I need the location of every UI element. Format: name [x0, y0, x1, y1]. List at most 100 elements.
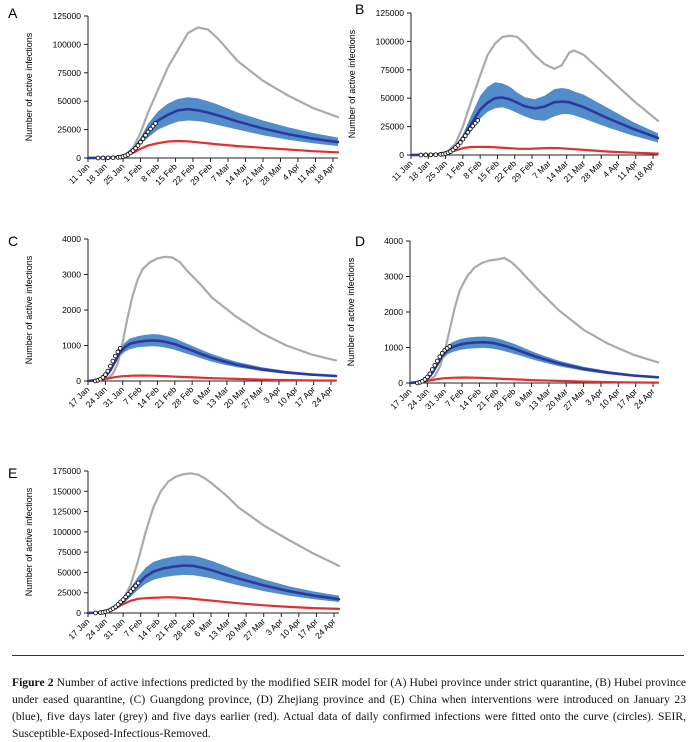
confidence-band — [88, 97, 338, 158]
observed-point — [447, 344, 453, 349]
x-tick-label: 1 Feb — [444, 158, 467, 181]
panel-letter: A — [8, 5, 18, 21]
observed-point — [153, 121, 158, 126]
y-tick-label: 0 — [76, 608, 81, 618]
observed-point — [110, 358, 116, 364]
y-axis-label: Number of active infections — [347, 29, 357, 138]
y-tick-label: 125000 — [53, 11, 82, 21]
y-tick-label: 50000 — [57, 96, 81, 106]
x-tick-label: 1 Feb — [121, 161, 144, 184]
observed-point — [107, 363, 113, 369]
observed-point — [112, 353, 118, 359]
chart-panel-b: B Number of active infections 0 25000 50000 7… — [347, 1, 660, 184]
observed-point — [432, 362, 438, 368]
observed-point — [462, 133, 468, 139]
observed-point — [455, 142, 461, 148]
y-tick-label: 25000 — [57, 588, 81, 598]
y-tick-label: 100000 — [53, 39, 82, 49]
observed-point — [120, 597, 126, 602]
observed-point — [133, 145, 138, 151]
observed-point — [110, 155, 116, 161]
y-tick-label: 3000 — [384, 272, 403, 282]
observed-point — [145, 129, 151, 135]
observed-point — [434, 358, 440, 364]
observed-point — [150, 123, 156, 129]
y-tick-label: 25000 — [57, 125, 81, 135]
y-tick-label: 125000 — [53, 507, 82, 517]
y-tick-label: 0 — [399, 150, 404, 160]
observed-point — [117, 345, 123, 351]
figure-canvas: A Number of active infections 0 25000 50000 7… — [8, 1, 660, 642]
y-tick-label: 4000 — [62, 234, 81, 244]
observed-point — [100, 155, 106, 161]
observed-point — [475, 118, 481, 123]
y-axis-label: Number of active infections — [24, 255, 34, 364]
y-tick-label: 75000 — [380, 65, 404, 75]
observed-point — [433, 152, 439, 158]
observed-point — [100, 375, 106, 380]
y-tick-label: 1000 — [384, 343, 403, 353]
observed-point — [437, 354, 443, 360]
y-tick-label: 100000 — [376, 36, 405, 46]
panel-letter: C — [8, 233, 18, 249]
observed-point — [105, 368, 111, 374]
observed-point — [439, 350, 445, 356]
observed-point — [130, 586, 136, 592]
observed-point — [135, 143, 141, 148]
observed-point — [148, 126, 153, 132]
observed-point — [143, 132, 148, 138]
confidence-band — [88, 555, 339, 613]
y-tick-label: 50000 — [380, 93, 404, 103]
y-tick-label: 150000 — [53, 486, 82, 496]
chart-panel-e: E Number of active infections 0 25000 50000 7… — [8, 465, 341, 642]
observed-point — [133, 583, 139, 589]
x-tick-label: 18 Apr — [632, 158, 657, 183]
series-line-earlier — [86, 374, 338, 383]
observed-point — [138, 139, 143, 145]
y-tick-label: 0 — [398, 378, 403, 388]
series-line-later — [408, 256, 660, 385]
y-tick-label: 2000 — [384, 307, 403, 317]
observed-point — [115, 349, 121, 355]
y-axis-label: Number of active infections — [346, 257, 356, 366]
y-tick-label: 3000 — [62, 270, 81, 280]
y-tick-label: 50000 — [57, 567, 81, 577]
y-tick-label: 100000 — [53, 527, 82, 537]
caption-text: Number of active infections predicted by… — [12, 675, 686, 740]
figure-caption: Figure 2 Number of active infections pre… — [12, 674, 686, 742]
observed-point — [140, 136, 146, 142]
series-line-later — [409, 34, 660, 157]
y-tick-label: 0 — [76, 153, 81, 163]
observed-point — [135, 580, 141, 586]
observed-point — [125, 591, 131, 597]
x-tick-label: 24 Apr — [310, 384, 335, 409]
observed-point — [460, 136, 466, 142]
observed-point — [465, 129, 471, 135]
series-line-later — [86, 255, 338, 383]
observed-point — [105, 155, 111, 161]
y-axis-label: Number of active infections — [24, 32, 34, 141]
chart-panel-d: D Number of active infections 0 1000 2000 300… — [346, 233, 660, 412]
y-tick-label: 1000 — [62, 341, 81, 351]
panel-letter: D — [355, 233, 365, 249]
observed-point — [128, 589, 134, 594]
observed-point — [93, 610, 98, 616]
observed-point — [425, 374, 430, 380]
caption-label: Figure 2 — [12, 675, 54, 689]
observed-point — [95, 155, 101, 161]
observed-point — [423, 152, 429, 158]
observed-point — [472, 120, 478, 126]
y-tick-label: 175000 — [53, 466, 82, 476]
y-tick-label: 75000 — [57, 68, 81, 78]
observed-point — [467, 126, 473, 132]
y-tick-label: 2000 — [62, 305, 81, 315]
observed-point — [418, 152, 424, 158]
observed-point — [429, 367, 435, 372]
y-tick-label: 25000 — [380, 122, 404, 132]
observed-point — [470, 123, 476, 129]
y-tick-label: 0 — [76, 376, 81, 386]
y-tick-label: 125000 — [376, 8, 405, 18]
x-tick-label: 24 Apr — [632, 386, 657, 411]
panel-letter: B — [355, 1, 364, 17]
x-tick-label: 24 Apr — [313, 616, 338, 641]
